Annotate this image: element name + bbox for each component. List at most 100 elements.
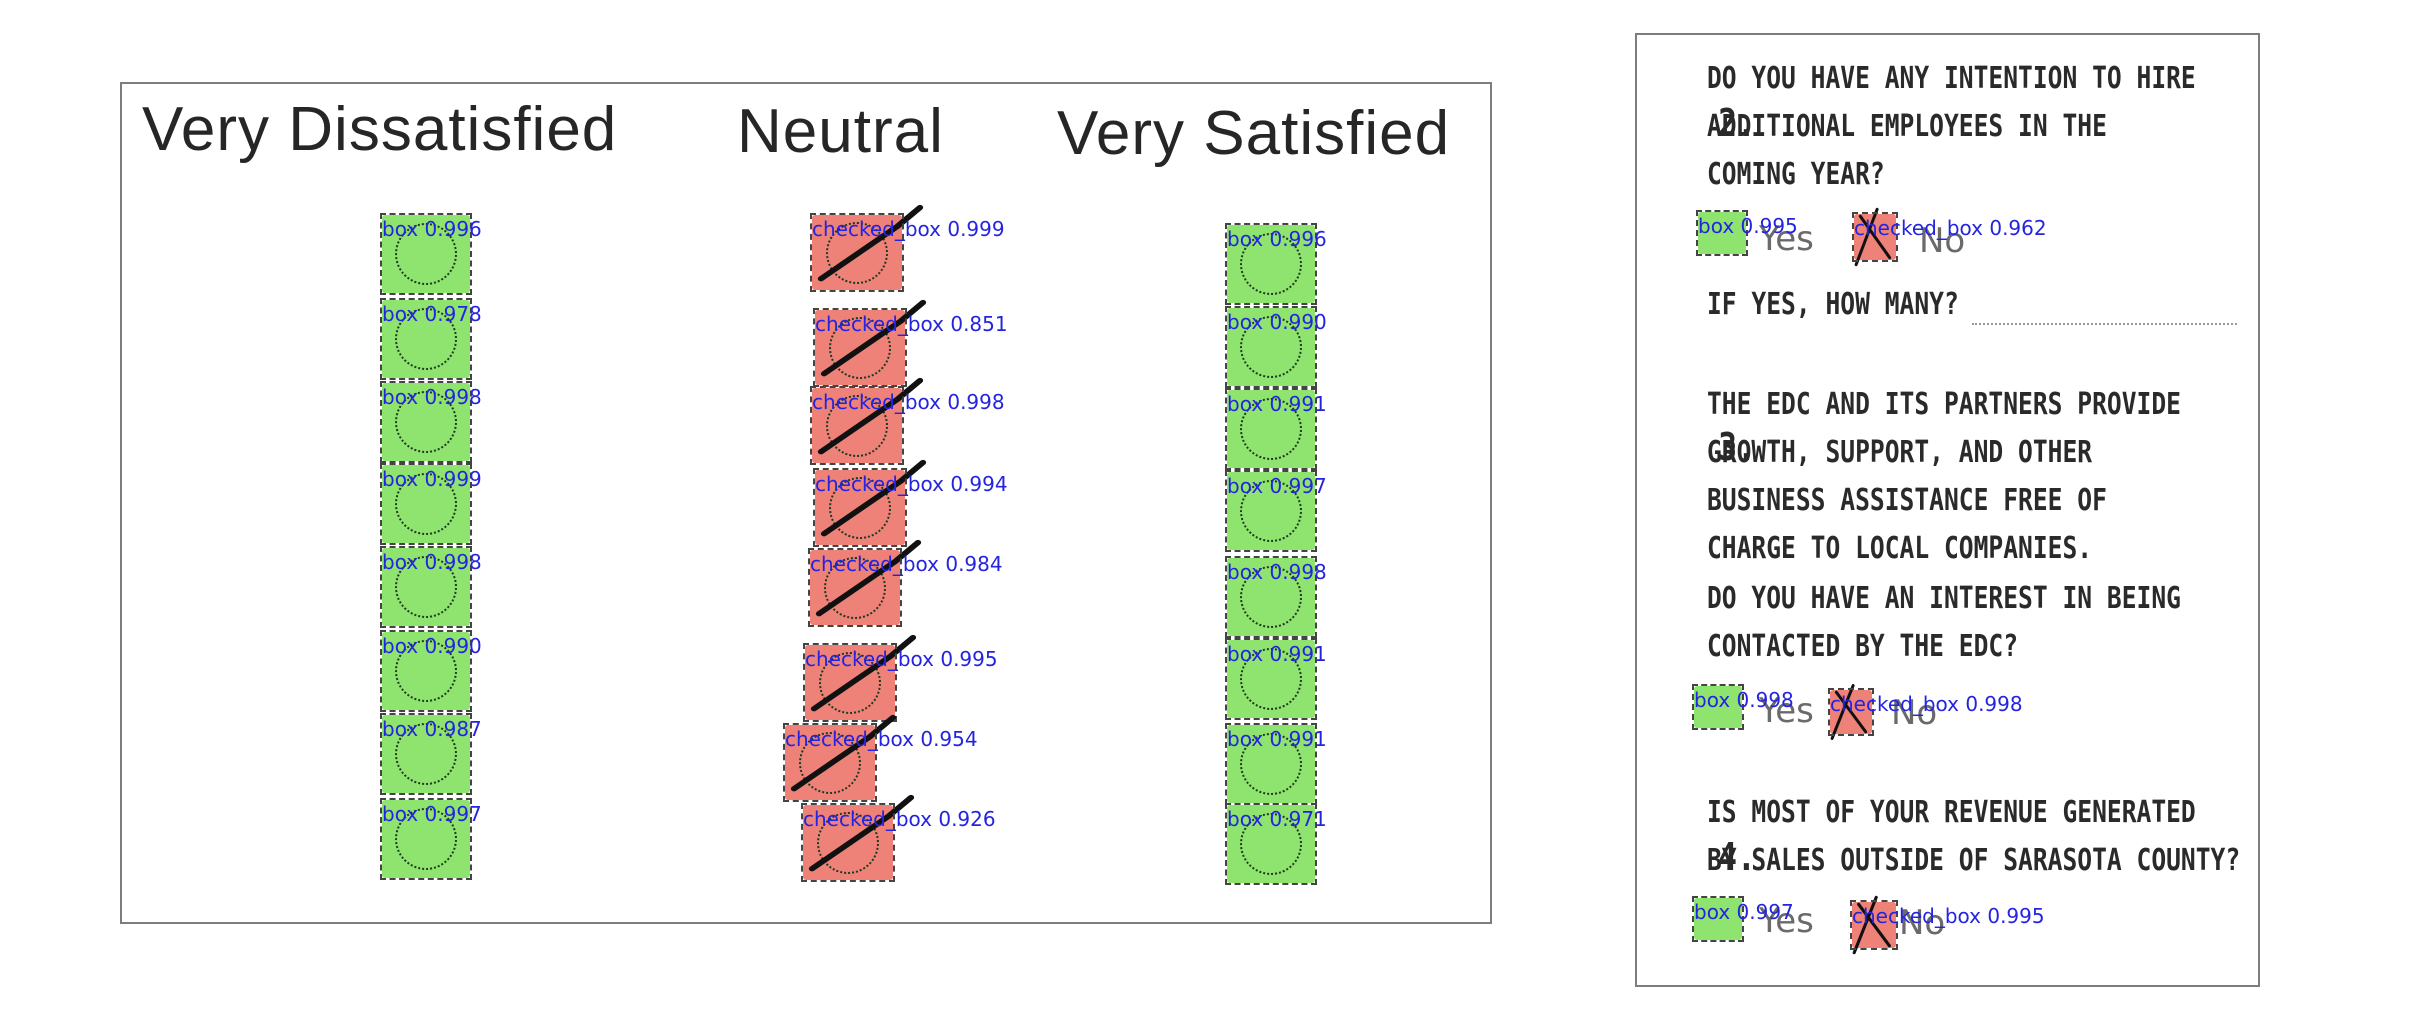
checkbox-very-dissatisfied-1[interactable]: box 0.996 <box>380 213 482 295</box>
circle-option-icon <box>799 731 861 794</box>
bounding-box-outline <box>380 213 472 295</box>
pen-check-mark-icon <box>817 377 924 455</box>
questionnaire-panel: 2. DO YOU HAVE ANY INTENTION TO HIRE ADD… <box>1635 33 2260 987</box>
circle-option-icon <box>829 476 891 539</box>
bounding-box-outline <box>808 548 902 627</box>
checkbox-very-satisfied-4[interactable]: box 0.997 <box>1225 470 1327 552</box>
pen-check-mark-icon <box>1854 207 1892 267</box>
pen-check-mark-icon <box>810 634 917 712</box>
question-3-yes-label: Yes <box>1759 691 1814 731</box>
detection-label: checked_box 0.851 <box>815 312 1008 336</box>
question-3-line-4: CHARGE TO LOCAL COMPANIES. <box>1707 531 2093 566</box>
checkbox-very-satisfied-2[interactable]: box 0.990 <box>1225 306 1327 388</box>
question-2-number: 2. <box>1718 101 1756 145</box>
bounding-box-outline <box>810 213 904 292</box>
bounding-box-outline <box>1225 556 1317 638</box>
bounding-box-outline <box>810 386 904 465</box>
bounding-box-outline <box>1225 223 1317 305</box>
bounding-box-outline <box>1828 688 1874 736</box>
bounding-box-outline <box>380 713 472 795</box>
checkbox-neutral-2[interactable]: checked_box 0.851 <box>813 299 1008 387</box>
box-fill <box>1694 898 1742 940</box>
question-4-line-2: BY SALES OUTSIDE OF SARASOTA COUNTY? <box>1707 843 2241 878</box>
pen-check-mark-icon <box>815 539 922 617</box>
question-4-no-checkbox[interactable]: checked_box 0.995 <box>1850 895 2045 955</box>
question-3-number: 3. <box>1718 425 1756 469</box>
question-2-no-checkbox[interactable]: checked_box 0.962 <box>1852 207 2047 267</box>
bounding-box-outline <box>1692 684 1744 730</box>
circle-option-icon <box>395 556 457 618</box>
question-4-yes-checkbox[interactable]: box 0.997 <box>1692 896 1794 942</box>
circle-option-icon <box>1240 813 1302 875</box>
header-very-satisfied: Very Satisfied <box>1057 99 1451 168</box>
pen-check-mark-icon <box>1852 895 1891 955</box>
checkbox-very-dissatisfied-6[interactable]: box 0.990 <box>380 630 482 712</box>
detection-label: box 0.997 <box>1694 900 1794 924</box>
detection-label: checked_box 0.995 <box>805 647 998 671</box>
question-3-no-checkbox[interactable]: checked_box 0.998 <box>1828 684 2023 740</box>
checkbox-very-satisfied-7[interactable]: box 0.991 <box>1225 723 1327 805</box>
checkbox-very-satisfied-3[interactable]: box 0.991 <box>1225 388 1327 470</box>
pen-check-mark-icon <box>790 714 897 792</box>
question-2-line-3: COMING YEAR? <box>1707 157 1885 192</box>
checkbox-neutral-4[interactable]: checked_box 0.994 <box>813 459 1008 547</box>
detection-label: checked_box 0.954 <box>785 727 978 751</box>
question-4-line-1: IS MOST OF YOUR REVENUE GENERATED <box>1707 795 2196 830</box>
bounding-box-outline <box>380 630 472 712</box>
checkbox-very-dissatisfied-5[interactable]: box 0.998 <box>380 546 482 628</box>
bounding-box-outline <box>380 381 472 463</box>
detection-label: checked_box 0.999 <box>812 217 1005 241</box>
detection-label: box 0.990 <box>382 634 482 658</box>
checkbox-very-dissatisfied-4[interactable]: box 0.999 <box>380 463 482 545</box>
bounding-box-outline <box>380 298 472 380</box>
bounding-box-outline <box>1850 900 1898 950</box>
circle-option-icon <box>1240 648 1302 710</box>
checkbox-very-dissatisfied-2[interactable]: box 0.978 <box>380 298 482 380</box>
bounding-box-outline <box>380 546 472 628</box>
header-very-dissatisfied: Very Dissatisfied <box>142 95 618 164</box>
circle-option-icon <box>395 391 457 453</box>
pen-check-mark-icon <box>820 299 927 377</box>
checkbox-neutral-5[interactable]: checked_box 0.984 <box>808 539 1003 627</box>
question-2-yes-checkbox[interactable]: box 0.995 <box>1696 210 1798 256</box>
circle-option-icon <box>395 223 457 285</box>
bounding-box-outline <box>1852 212 1898 262</box>
checkbox-neutral-6[interactable]: checked_box 0.995 <box>803 634 998 722</box>
detection-label: box 0.998 <box>1694 688 1794 712</box>
question-4-yes-label: Yes <box>1759 901 1814 941</box>
bounding-box-outline <box>813 468 907 547</box>
checkbox-very-satisfied-6[interactable]: box 0.991 <box>1225 638 1327 720</box>
detection-label: box 0.990 <box>1227 310 1327 334</box>
detection-label: box 0.999 <box>382 467 482 491</box>
question-3-line-3: BUSINESS ASSISTANCE FREE OF <box>1707 483 2107 518</box>
detection-label: checked_box 0.995 <box>1852 904 2045 928</box>
question-3-no-label: No <box>1891 693 1938 733</box>
circle-option-icon <box>395 723 457 785</box>
checkbox-neutral-1[interactable]: checked_box 0.999 <box>810 204 1005 292</box>
bounding-box-outline <box>1696 210 1748 256</box>
circle-option-icon <box>824 556 886 619</box>
checkbox-very-satisfied-5[interactable]: box 0.998 <box>1225 556 1327 638</box>
checkbox-very-satisfied-8[interactable]: box 0.971 <box>1225 803 1327 885</box>
question-3-yes-checkbox[interactable]: box 0.998 <box>1692 684 1794 730</box>
circle-option-icon <box>1240 398 1302 460</box>
pen-check-mark-icon <box>808 794 915 872</box>
detection-label: box 0.995 <box>1698 214 1798 238</box>
checkbox-very-satisfied-1[interactable]: box 0.996 <box>1225 223 1327 305</box>
checkbox-very-dissatisfied-3[interactable]: box 0.998 <box>380 381 482 463</box>
checkbox-neutral-8[interactable]: checked_box 0.926 <box>801 794 996 882</box>
bounding-box-outline <box>1692 896 1744 942</box>
circle-option-icon <box>819 651 881 714</box>
detection-label: box 0.997 <box>382 802 482 826</box>
question-2-yes-label: Yes <box>1759 219 1814 259</box>
checkbox-neutral-7[interactable]: checked_box 0.954 <box>783 714 978 802</box>
circle-option-icon <box>829 316 891 379</box>
circle-option-icon <box>395 640 457 702</box>
question-3-line-1: THE EDC AND ITS PARTNERS PROVIDE <box>1707 387 2181 422</box>
pen-check-mark-icon <box>820 459 927 537</box>
checkbox-neutral-3[interactable]: checked_box 0.998 <box>810 377 1005 465</box>
question-2-no-label: No <box>1919 221 1966 261</box>
checkbox-very-dissatisfied-7[interactable]: box 0.987 <box>380 713 482 795</box>
checkbox-very-dissatisfied-8[interactable]: box 0.997 <box>380 798 482 880</box>
pen-check-mark-icon <box>1830 684 1868 740</box>
